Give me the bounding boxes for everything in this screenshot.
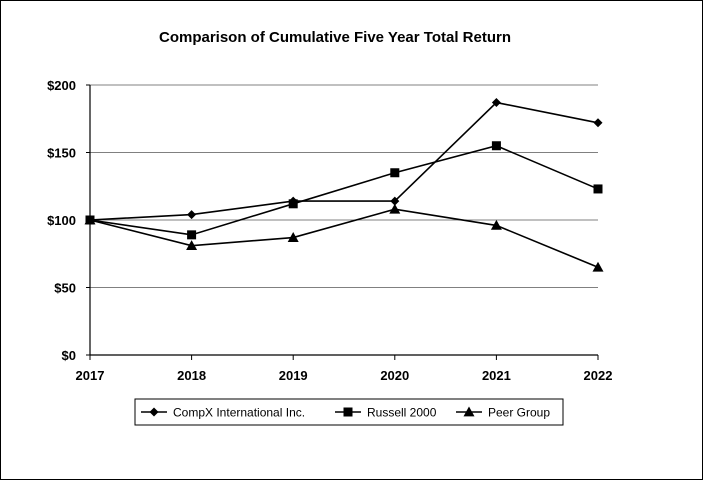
series-layer	[84, 98, 604, 272]
data-point	[288, 199, 298, 209]
data-point	[491, 141, 501, 151]
x-tick-labels: 2017 2018 2019 2020 2021 2022	[76, 368, 613, 383]
data-point	[287, 232, 299, 242]
legend-item: CompX International Inc.	[141, 406, 305, 420]
legend-item: Russell 2000	[335, 406, 437, 420]
axes	[86, 84, 599, 360]
x-tick-label: 2021	[482, 368, 511, 383]
series-line	[89, 144, 599, 236]
legend-item: Peer Group	[456, 406, 550, 420]
data-point	[490, 219, 502, 230]
y-tick-label: $150	[47, 146, 76, 161]
x-tick-label: 2020	[380, 368, 409, 383]
y-tick-label: $100	[47, 213, 76, 228]
data-point	[592, 261, 604, 272]
x-tick-label: 2019	[279, 368, 308, 383]
x-tick-label: 2017	[76, 368, 105, 383]
series-russell-2000	[85, 141, 603, 240]
data-point	[186, 240, 198, 251]
y-tick-label: $0	[62, 348, 76, 363]
series-peer-group	[84, 203, 604, 272]
data-point	[593, 184, 603, 194]
legend-label: CompX International Inc.	[173, 406, 305, 420]
x-tick-label: 2018	[177, 368, 206, 383]
gridlines	[90, 84, 598, 288]
data-point	[389, 203, 401, 214]
data-point	[390, 168, 400, 178]
chart-title: Comparison of Cumulative Five Year Total…	[159, 29, 511, 46]
legend-marker	[343, 407, 353, 417]
legend-label: Russell 2000	[367, 406, 437, 420]
data-point	[187, 210, 197, 220]
y-tick-label: $200	[47, 78, 76, 93]
y-tick-label: $50	[54, 281, 76, 296]
series-line	[89, 101, 599, 221]
legend-marker	[149, 407, 159, 417]
series-line	[89, 208, 599, 268]
data-point	[84, 214, 96, 225]
legend: CompX International Inc. Russell 2000 Peer…	[134, 398, 564, 426]
series-compx-international-inc	[85, 98, 603, 225]
legend-marker	[463, 406, 475, 417]
data-point	[390, 196, 400, 206]
x-tick-label: 2022	[584, 368, 613, 383]
data-point	[491, 98, 501, 108]
legend-label: Peer Group	[488, 406, 550, 420]
y-tick-labels: $0 $50 $100 $150 $200	[47, 78, 76, 363]
data-point	[187, 230, 197, 240]
data-point	[593, 118, 603, 128]
